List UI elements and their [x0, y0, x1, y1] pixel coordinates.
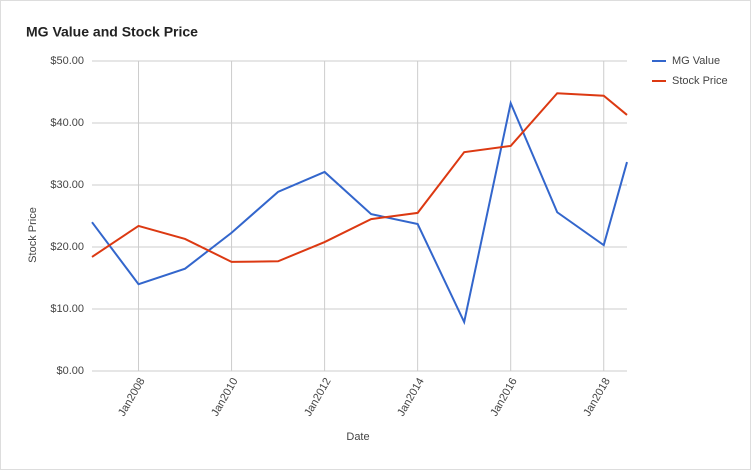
y-tick-label: $50.00 [50, 55, 84, 67]
chart-title: MG Value and Stock Price [26, 24, 198, 40]
series-line [91, 99, 628, 326]
y-tick-label: $20.00 [50, 241, 84, 253]
y-tick-label: $30.00 [50, 179, 84, 191]
legend-label: MG Value [672, 55, 720, 67]
series-line [91, 92, 628, 263]
x-axis-label: Date [346, 431, 369, 443]
legend-label: Stock Price [672, 75, 728, 87]
y-axis-label: Stock Price [27, 207, 39, 263]
y-tick-label: $0.00 [56, 365, 84, 377]
y-tick-label: $10.00 [50, 303, 84, 315]
y-tick-label: $40.00 [50, 117, 84, 129]
